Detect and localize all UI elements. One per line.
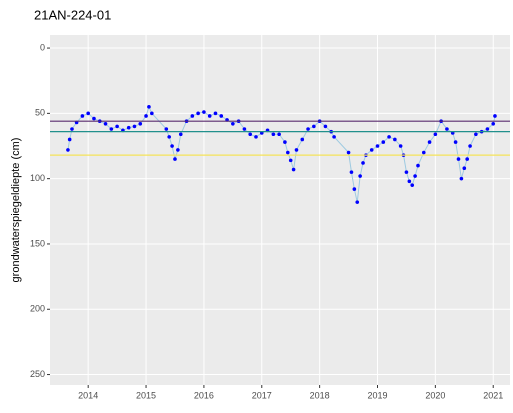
- point: [291, 167, 296, 172]
- point: [445, 127, 449, 131]
- point: [312, 124, 316, 129]
- point: [453, 140, 458, 144]
- point: [80, 114, 85, 118]
- point: [456, 157, 461, 161]
- point: [427, 140, 432, 144]
- point: [491, 122, 496, 126]
- y-axis-label: grondwaterspiegeldiepte (cm): [10, 138, 22, 283]
- y-tick-label: 150: [30, 238, 45, 248]
- point: [361, 161, 365, 165]
- point: [271, 132, 276, 137]
- point: [92, 116, 96, 121]
- point: [416, 163, 420, 168]
- x-tick-label: 2016: [194, 390, 214, 400]
- point: [103, 122, 108, 126]
- point: [387, 135, 391, 139]
- point: [70, 127, 74, 131]
- point: [485, 127, 490, 131]
- x-tick-label: 2014: [78, 390, 98, 400]
- point: [459, 176, 464, 181]
- point: [147, 105, 151, 109]
- point: [66, 148, 70, 152]
- point: [465, 157, 469, 161]
- point: [196, 111, 200, 116]
- point: [150, 111, 154, 116]
- point: [144, 114, 148, 118]
- point: [474, 132, 478, 137]
- point: [294, 148, 299, 152]
- y-tick-label: 100: [30, 173, 45, 183]
- point: [178, 132, 183, 137]
- point: [231, 122, 235, 126]
- x-tick-label: 2018: [310, 390, 330, 400]
- point: [421, 150, 426, 155]
- point: [248, 132, 253, 137]
- point: [283, 140, 287, 144]
- point: [358, 174, 362, 178]
- point: [332, 135, 336, 139]
- point: [67, 137, 72, 142]
- point: [277, 132, 281, 137]
- point: [254, 135, 258, 139]
- x-tick-label: 2019: [367, 390, 387, 400]
- point: [381, 140, 386, 144]
- point: [306, 127, 310, 131]
- y-tick-label: 250: [30, 369, 45, 379]
- point: [138, 122, 143, 126]
- point: [433, 132, 438, 137]
- point: [369, 148, 374, 152]
- point: [352, 187, 357, 191]
- point: [86, 111, 90, 116]
- point: [410, 183, 415, 187]
- x-tick-label: 2017: [252, 390, 272, 400]
- point: [355, 200, 360, 204]
- point: [323, 124, 328, 129]
- point: [126, 125, 131, 130]
- point: [207, 114, 212, 118]
- point: [300, 137, 305, 142]
- chart-title: 21AN-224-01: [34, 7, 111, 22]
- y-tick-label: 50: [35, 108, 45, 118]
- point: [202, 110, 206, 114]
- point: [213, 111, 218, 116]
- y-tick-label: 200: [30, 304, 45, 314]
- point: [286, 150, 290, 155]
- point: [398, 144, 403, 148]
- point: [288, 158, 293, 163]
- point: [462, 166, 467, 171]
- point: [493, 114, 497, 118]
- point: [115, 124, 119, 129]
- point: [375, 144, 380, 148]
- point: [468, 144, 472, 148]
- point: [219, 114, 224, 118]
- point: [109, 127, 114, 131]
- x-tick-label: 2021: [483, 390, 503, 400]
- point: [164, 127, 169, 131]
- point: [346, 150, 351, 155]
- point: [349, 170, 354, 174]
- point: [132, 124, 137, 129]
- point: [407, 179, 412, 184]
- x-tick-label: 2020: [425, 390, 445, 400]
- point: [173, 157, 177, 161]
- point: [404, 170, 409, 174]
- point: [242, 127, 247, 131]
- point: [170, 144, 174, 148]
- point: [176, 148, 180, 152]
- x-tick-label: 2015: [136, 390, 156, 400]
- panel: [50, 35, 510, 385]
- point: [413, 174, 417, 178]
- point: [393, 137, 397, 142]
- point: [167, 135, 171, 139]
- point: [190, 114, 195, 118]
- y-tick-label: 0: [40, 42, 45, 52]
